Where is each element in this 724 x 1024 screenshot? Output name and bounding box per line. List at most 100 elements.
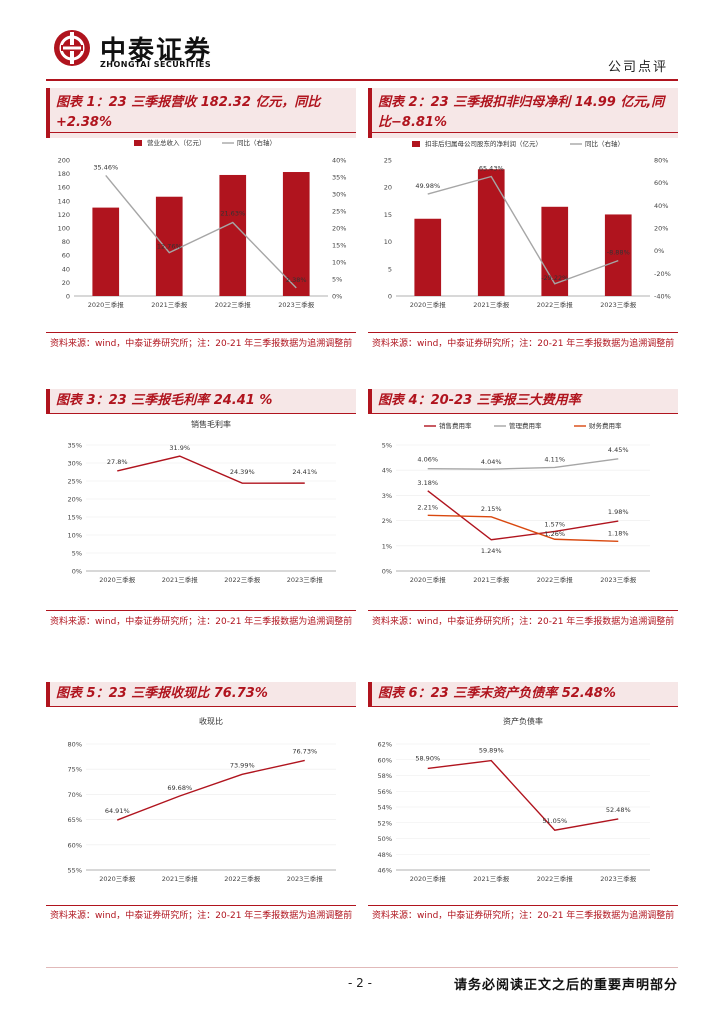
y-tick-label: 2% — [382, 517, 392, 525]
y-tick-label: 40 — [62, 265, 70, 273]
data-label: 64.91% — [105, 807, 130, 815]
data-label: 51.05% — [542, 817, 567, 825]
y2-tick-label: 80% — [654, 157, 668, 165]
page-number: - 2 - — [348, 976, 372, 990]
document-type: 公司点评 — [607, 60, 668, 75]
y-tick-label: 54% — [378, 804, 392, 812]
y-tick-label: 15% — [68, 514, 82, 522]
figure-chart: 销售毛利率 0% 5% 10% 15% 20% 25% 30% 35% 2020三季报 2021三季… — [46, 415, 356, 609]
y-tick-label: 56% — [378, 788, 392, 796]
bar — [92, 207, 120, 296]
y-tick-label: 65% — [68, 816, 82, 824]
y-tick-label: 60% — [68, 841, 82, 849]
figure-title: 图表 4：20-23 三季报三大费用率 — [368, 389, 678, 413]
y-tick-label: 25% — [68, 478, 82, 486]
y-tick-label: 80% — [68, 741, 82, 749]
data-label: 3.18% — [417, 479, 438, 487]
x-tick-label: 2021三季报 — [473, 300, 510, 309]
data-label: 49.98% — [415, 182, 440, 190]
data-label: 2.21% — [417, 503, 438, 511]
y-tick-label: 5% — [382, 442, 392, 450]
y-tick-label: 46% — [378, 867, 392, 875]
y-tick-label: 120 — [58, 211, 70, 219]
x-tick-label: 2021三季报 — [473, 575, 510, 584]
legend-label: 管理费用率 — [509, 421, 542, 430]
data-label: 58.90% — [415, 754, 440, 762]
legend-label: 销售费用率 — [439, 421, 472, 430]
y-tick-label: 100 — [58, 225, 70, 233]
series-line — [427, 490, 619, 541]
data-label: 1.98% — [608, 508, 629, 516]
y2-tick-label: -40% — [654, 293, 671, 301]
data-label: 24.39% — [230, 468, 255, 476]
expense-ratio-chart: 0% 1% 2% 3% 4% 5% 2020三季报 2021三季报 2022三季报 2023三季报… — [382, 421, 650, 584]
y-tick-label: 20% — [68, 496, 82, 504]
y2-tick-label: 40% — [654, 202, 668, 210]
y-tick-label: 3% — [382, 492, 392, 500]
figure-divider — [46, 905, 356, 906]
x-tick-label: 2023三季报 — [287, 575, 324, 584]
y-tick-label: 35% — [68, 442, 82, 450]
y2-tick-label: 40% — [332, 157, 346, 165]
figure-panel-2: 图表 2：23 三季报扣非归母净利 14.99 亿元,同比−8.81% 0 5 10… — [368, 88, 678, 370]
data-label: 4.45% — [608, 446, 629, 454]
data-label: 52.48% — [606, 806, 631, 814]
y2-tick-label: 20% — [654, 225, 668, 233]
figure-title: 图表 3：23 三季报毛利率 24.41 % — [46, 389, 356, 413]
data-label: 1.24% — [481, 547, 502, 555]
figure-chart: 0% 1% 2% 3% 4% 5% 2020三季报 2021三季报 2022三季报 2023三季报… — [368, 415, 678, 609]
data-label: -8.88% — [607, 249, 630, 257]
data-label: 2.38% — [286, 276, 307, 284]
y-tick-label: 180 — [58, 170, 70, 178]
x-tick-label: 2023三季报 — [600, 874, 637, 883]
y-tick-label: 30% — [68, 460, 82, 468]
y2-tick-label: 5% — [332, 276, 342, 284]
y-tick-label: 1% — [382, 542, 392, 550]
y-tick-label: 25 — [384, 157, 392, 165]
y-tick-label: 0 — [66, 293, 70, 301]
data-label: 65.43% — [479, 165, 504, 173]
net-profit-chart: 0 5 10 15 20 25 -40% -20% 0% 20% 40% 60% 80% 2020三季报 2… — [384, 139, 671, 309]
y-tick-label: 0% — [382, 568, 392, 576]
data-label: 4.11% — [544, 455, 565, 463]
figure-divider — [368, 610, 678, 611]
x-tick-label: 2022三季报 — [215, 300, 252, 309]
figure-divider — [368, 332, 678, 333]
y-tick-label: 58% — [378, 772, 392, 780]
bar — [219, 174, 247, 296]
x-tick-label: 2021三季报 — [162, 874, 199, 883]
figure-source: 资料来源：wind，中泰证券研究所；注：20-21 年三季报数据为追溯调整前 — [50, 339, 353, 349]
figure-panel-5: 图表 5：23 三季报收现比 76.73% 收现比 55% 60% 65% 70% 75%… — [46, 682, 356, 942]
y-tick-label: 48% — [378, 851, 392, 859]
y-tick-label: 20 — [62, 279, 70, 287]
series-line — [427, 759, 619, 831]
gross-margin-chart: 销售毛利率 0% 5% 10% 15% 20% 25% 30% 35% 2020三季报 2021三季… — [68, 419, 336, 584]
figure-divider — [368, 413, 678, 414]
figure-divider — [46, 332, 356, 333]
y-tick-label: 0 — [388, 293, 392, 301]
figure-chart: 0 5 10 15 20 25 -40% -20% 0% 20% 40% 60% 80% 2020三季报 2… — [368, 134, 678, 330]
figure-chart: 0 20 40 60 80 100 120 140 160 180 200 0% 5% 10% 15% 20%… — [46, 134, 356, 330]
y2-tick-label: 25% — [332, 208, 346, 216]
y-tick-label: 0% — [72, 568, 82, 576]
figure-source: 资料来源：wind，中泰证券研究所；注：20-21 年三季报数据为追溯调整前 — [372, 339, 675, 349]
figure-source: 资料来源：wind，中泰证券研究所；注：20-21 年三季报数据为追溯调整前 — [372, 911, 675, 921]
series-line — [427, 458, 619, 470]
figure-chart: 资产负债率 46% 48% 50% 52% 54% 56% 58% 60% 62% 2020三季报 2… — [368, 708, 678, 904]
chart-title: 资产负债率 — [503, 716, 543, 726]
y-tick-label: 20 — [384, 184, 392, 192]
data-label: -29.22% — [541, 274, 568, 282]
bar — [414, 218, 442, 296]
bar — [155, 196, 183, 296]
x-tick-label: 2023三季报 — [278, 300, 315, 309]
legend-swatch — [134, 140, 142, 146]
figure-divider — [46, 413, 356, 414]
x-tick-label: 2022三季报 — [537, 575, 574, 584]
data-label: 4.04% — [481, 458, 502, 466]
x-tick-label: 2020三季报 — [410, 874, 447, 883]
figure-divider — [368, 132, 678, 133]
y2-tick-label: -20% — [654, 270, 671, 278]
y2-tick-label: 30% — [332, 191, 346, 199]
data-label: 27.8% — [107, 458, 128, 466]
y-tick-label: 4% — [382, 467, 392, 475]
